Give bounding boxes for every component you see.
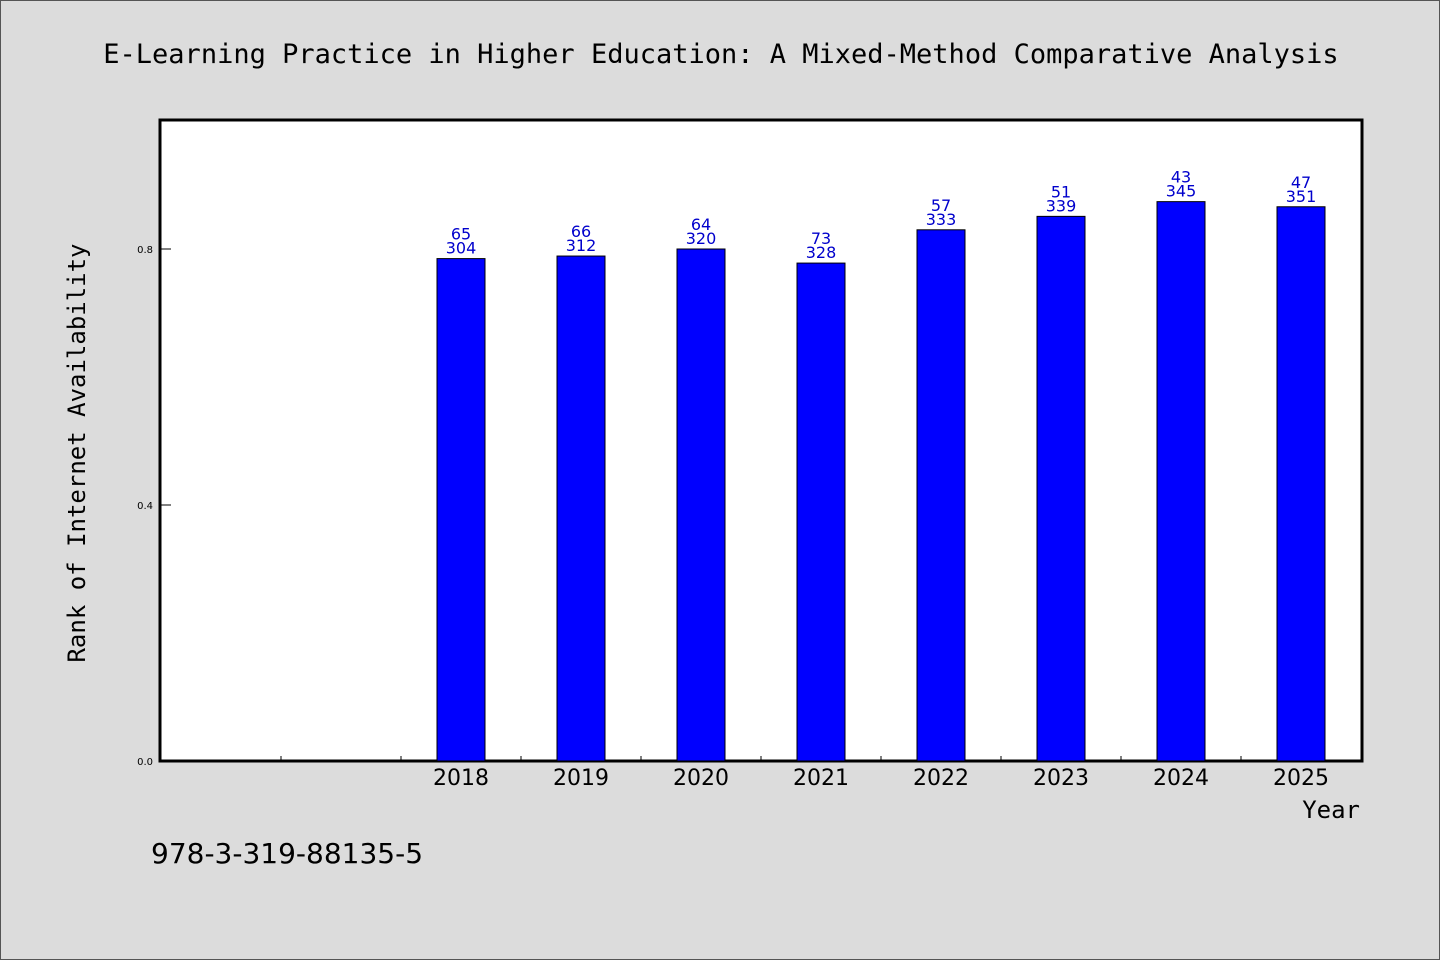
chart-title: E-Learning Practice in Higher Education:… bbox=[103, 39, 1338, 70]
bar-2025 bbox=[1276, 206, 1326, 762]
bar-label-bottom-2021: 328 bbox=[806, 243, 837, 262]
x-tick-label-2023: 2023 bbox=[1033, 766, 1089, 791]
x-tick-label-2025: 2025 bbox=[1273, 766, 1329, 791]
x-tick-label-2019: 2019 bbox=[553, 766, 609, 791]
bar-label-bottom-2019: 312 bbox=[566, 236, 597, 255]
bar-label-bottom-2022: 333 bbox=[926, 210, 957, 229]
bar-2023 bbox=[1036, 215, 1086, 762]
bar-label-bottom-2024: 345 bbox=[1166, 182, 1197, 201]
y-tick-label: 0.8 bbox=[137, 245, 153, 256]
bar-2019 bbox=[556, 255, 606, 762]
bar-label-top-2025: 47 bbox=[1291, 173, 1311, 192]
y-axis-label: Rank of Internet Availability bbox=[63, 243, 91, 662]
bar-label-bottom-2018: 304 bbox=[446, 239, 477, 258]
y-tick-label: 0.0 bbox=[137, 757, 153, 768]
x-axis-ticks: 2018 2019 2020 2021 2022 2023 2024 2025 bbox=[280, 756, 1329, 791]
bar-2021 bbox=[796, 262, 846, 762]
bar-2020 bbox=[676, 248, 726, 762]
bar-label-top-2022: 57 bbox=[931, 196, 951, 215]
bar-label-bottom-2020: 320 bbox=[686, 229, 717, 248]
x-tick-label-2018: 2018 bbox=[433, 766, 489, 791]
bar-label-top-2023: 51 bbox=[1051, 182, 1071, 201]
bar-label-top-2021: 73 bbox=[811, 229, 831, 248]
x-axis-label: Year bbox=[1302, 796, 1360, 824]
bar-2024 bbox=[1156, 201, 1206, 762]
x-tick-label-2022: 2022 bbox=[913, 766, 969, 791]
bar-label-top-2019: 66 bbox=[571, 222, 591, 241]
bar-label-top-2020: 64 bbox=[691, 215, 711, 234]
bar-2022 bbox=[916, 229, 966, 762]
bar-label-top-2018: 65 bbox=[451, 225, 471, 244]
x-tick-label-2021: 2021 bbox=[793, 766, 849, 791]
y-tick-label: 0.4 bbox=[137, 501, 153, 512]
y-axis-ticks: 0.0 0.4 0.8 bbox=[137, 245, 171, 768]
bar-2018 bbox=[436, 258, 486, 762]
x-tick-label-2024: 2024 bbox=[1153, 766, 1209, 791]
isbn-text: 978-3-319-88135-5 bbox=[151, 837, 423, 870]
x-tick-label-2020: 2020 bbox=[673, 766, 729, 791]
bar-group bbox=[436, 201, 1326, 762]
bar-label-top-2024: 43 bbox=[1171, 168, 1191, 187]
bar-label-bottom-2023: 339 bbox=[1046, 196, 1077, 215]
bar-label-bottom-2025: 351 bbox=[1286, 187, 1317, 206]
